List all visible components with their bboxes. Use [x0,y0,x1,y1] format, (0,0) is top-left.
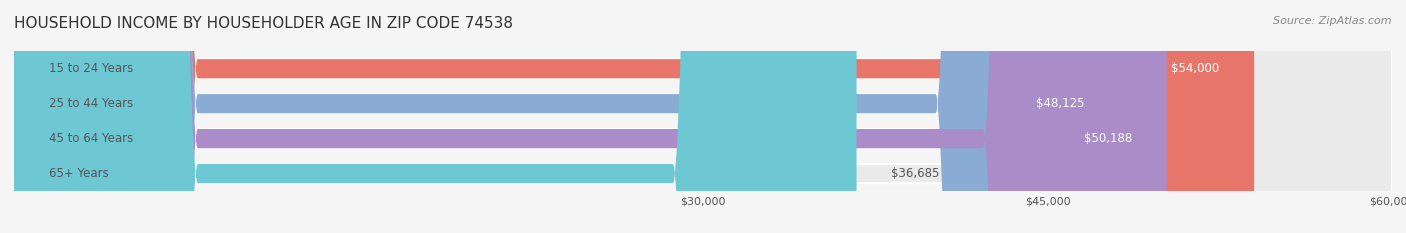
FancyBboxPatch shape [14,0,1167,233]
Text: 15 to 24 Years: 15 to 24 Years [48,62,132,75]
Text: 25 to 44 Years: 25 to 44 Years [48,97,132,110]
FancyBboxPatch shape [14,0,1119,233]
Text: $36,685: $36,685 [891,167,939,180]
FancyBboxPatch shape [14,0,856,233]
FancyBboxPatch shape [14,0,1392,233]
Text: $54,000: $54,000 [1171,62,1219,75]
Text: 45 to 64 Years: 45 to 64 Years [48,132,132,145]
Text: Source: ZipAtlas.com: Source: ZipAtlas.com [1274,16,1392,26]
FancyBboxPatch shape [14,0,1254,233]
Text: $48,125: $48,125 [1036,97,1085,110]
FancyBboxPatch shape [14,0,1392,233]
Text: $50,188: $50,188 [1084,132,1132,145]
FancyBboxPatch shape [14,0,1392,233]
Text: 65+ Years: 65+ Years [48,167,108,180]
Text: HOUSEHOLD INCOME BY HOUSEHOLDER AGE IN ZIP CODE 74538: HOUSEHOLD INCOME BY HOUSEHOLDER AGE IN Z… [14,16,513,31]
FancyBboxPatch shape [14,0,1392,233]
